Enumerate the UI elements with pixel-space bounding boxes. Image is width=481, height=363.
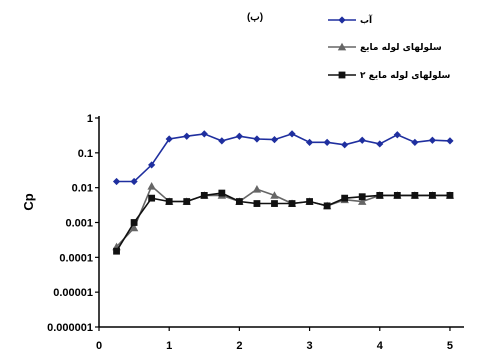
series-3-point: [130, 219, 138, 226]
series-1-point: [200, 130, 208, 138]
series-3-point: [306, 198, 313, 205]
x-tick-label: 1: [166, 340, 172, 352]
series-3-point: [183, 198, 191, 205]
series-2-point: [129, 223, 139, 232]
series-3-point: [218, 189, 226, 197]
series-2-point: [270, 191, 279, 199]
series-3-point: [376, 191, 384, 199]
legend-marker-1: [338, 16, 346, 24]
y-tick-label: 0.000001: [47, 322, 93, 334]
series-1-point: [358, 136, 366, 144]
x-tick-label: 0: [96, 340, 102, 352]
series-3-point: [165, 198, 173, 205]
series-1-point: [393, 131, 401, 139]
series-1-point: [148, 161, 156, 169]
series-3: [113, 189, 454, 255]
panel-label: (ب): [247, 12, 263, 23]
series-1-point: [235, 132, 243, 140]
series-1-point: [130, 177, 138, 186]
x-tick-label: 2: [236, 340, 242, 352]
series-3-point: [271, 200, 278, 207]
y-tick-label: 1: [87, 113, 93, 125]
y-tick-label: 0.01: [72, 183, 93, 195]
series-3-point: [411, 191, 419, 199]
legend-marker-3: [338, 71, 346, 79]
y-axis-label: Cp: [21, 193, 36, 210]
series-1-point: [323, 138, 331, 146]
series-3-point: [253, 200, 261, 207]
series-1-point: [253, 135, 261, 143]
series-3-point: [358, 193, 366, 201]
series-1-point: [428, 136, 437, 144]
series-3-point: [446, 191, 454, 199]
x-tick-label: 4: [377, 340, 384, 352]
series-2: [112, 182, 455, 251]
x-tick-label: 5: [447, 340, 453, 352]
series-3-point: [323, 202, 331, 210]
series-1-point: [165, 135, 173, 143]
legend-label-1: آب: [360, 14, 373, 26]
series-1-point: [218, 137, 226, 145]
legend-marker-2: [337, 42, 347, 51]
series-1-point: [288, 130, 296, 138]
series-1-line: [116, 133, 451, 183]
series-1: [112, 130, 454, 186]
series-3-point: [113, 247, 120, 255]
series-1-point: [183, 132, 191, 140]
y-tick-label: 0.00001: [53, 287, 93, 299]
series-1-point: [411, 138, 419, 146]
series-1-point: [376, 140, 384, 148]
series-1-point: [270, 135, 279, 144]
series-3-point: [200, 191, 208, 199]
series-layer: [112, 130, 455, 255]
series-1-point: [112, 177, 121, 186]
series-3-point: [148, 194, 156, 202]
y-tick-label: 0.001: [65, 218, 93, 230]
series-1-point: [305, 138, 314, 146]
x-tick-label: 3: [307, 340, 313, 352]
y-tick-label: 0.0001: [59, 252, 93, 264]
series-2-point: [358, 197, 367, 205]
series-3-point: [235, 198, 243, 205]
y-tick-label: 0.1: [78, 148, 93, 160]
series-1-point: [446, 137, 454, 145]
series-1-point: [341, 141, 349, 149]
series-2-point: [147, 182, 156, 190]
series-2-point: [252, 185, 262, 193]
series-3-point: [288, 200, 296, 207]
series-3-point: [429, 191, 436, 199]
series-3-point: [341, 194, 349, 202]
legend-label-3: سلولهای لوله مایع ۲: [360, 71, 451, 81]
legend: آب سلولهای لوله مایع سلولهای لوله مایع ۲: [328, 14, 451, 81]
legend-label-2: سلولهای لوله مایع: [360, 43, 442, 53]
series-3-point: [393, 191, 401, 199]
